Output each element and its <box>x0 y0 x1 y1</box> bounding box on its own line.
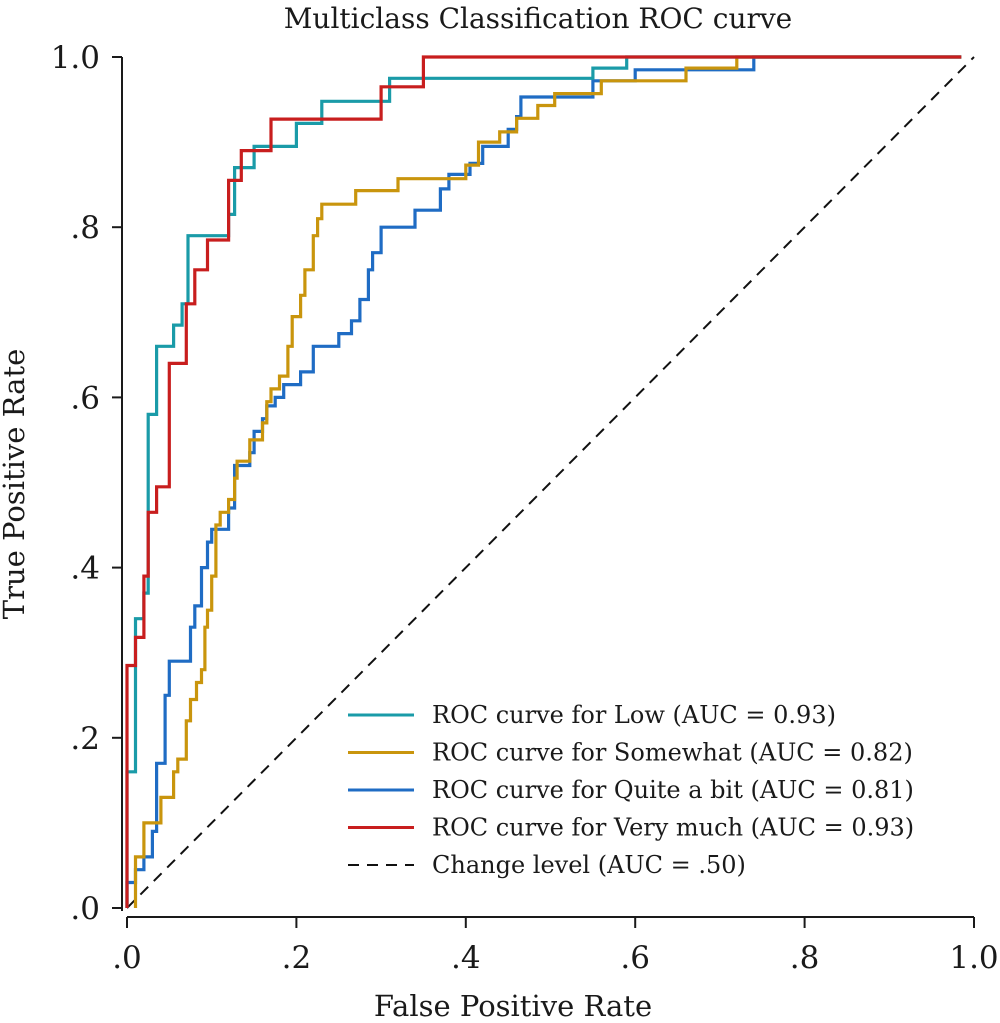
roc-series <box>125 55 975 909</box>
legend-entry-label: ROC curve for Very much (AUC = 0.93) <box>432 814 914 842</box>
y-tick-label: .0 <box>70 891 100 927</box>
roc-line-series-4 <box>126 56 975 909</box>
legend: ROC curve for Low (AUC = 0.93) ROC curve … <box>348 701 914 879</box>
y-tick-label: .2 <box>70 721 100 757</box>
legend-entry-label: ROC curve for Low (AUC = 0.93) <box>432 701 836 729</box>
legend-entry-label: ROC curve for Quite a bit (AUC = 0.81) <box>432 776 914 804</box>
y-tick-label: 1.0 <box>51 40 100 76</box>
chart-title: Multiclass Classification ROC curve <box>284 2 793 35</box>
y-tick-label: .4 <box>70 551 100 587</box>
x-tick-label: .4 <box>451 940 481 976</box>
x-tick-label: .6 <box>620 940 650 976</box>
y-tick-label: .6 <box>70 380 100 416</box>
legend-entry-label: Change level (AUC = .50) <box>432 851 746 879</box>
y-tick-label: .8 <box>70 210 100 246</box>
legend-entry-label: ROC curve for Somewhat (AUC = 0.82) <box>432 739 913 767</box>
y-axis-ticks: .0 .2 .4 .6 .8 1.0 <box>51 40 122 927</box>
roc-line-series-3 <box>125 55 962 908</box>
x-axis-ticks: .0 .2 .4 .6 .8 1.0 <box>112 917 999 976</box>
x-tick-label: .8 <box>790 940 820 976</box>
x-tick-label: .0 <box>112 940 142 976</box>
y-axis-label: True Positive Rate <box>0 349 31 620</box>
x-axis-label: False Positive Rate <box>374 989 652 1023</box>
roc-line-series-1 <box>133 55 962 908</box>
roc-line-series-2 <box>125 55 962 908</box>
x-tick-label: 1.0 <box>949 940 998 976</box>
x-tick-label: .2 <box>282 940 312 976</box>
